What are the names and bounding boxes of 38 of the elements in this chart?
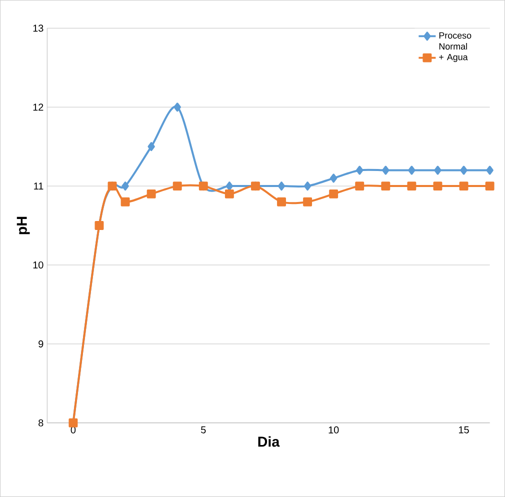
- point: [329, 189, 338, 198]
- legend-label: + Agua: [439, 54, 468, 62]
- point: [433, 182, 442, 191]
- y-tick-label: 12: [33, 104, 44, 111]
- y-tick-label: 13: [33, 24, 44, 32]
- point: [459, 182, 468, 191]
- point: [434, 166, 442, 175]
- point: [224, 189, 234, 198]
- point: [174, 102, 181, 112]
- point: [172, 182, 182, 191]
- y-tick-label: 10: [33, 261, 44, 269]
- point: [486, 166, 494, 175]
- y-tick-label: 9: [38, 340, 44, 348]
- point: [382, 166, 390, 175]
- point: [120, 197, 130, 206]
- point: [355, 182, 364, 191]
- point: [148, 142, 155, 152]
- x-tick-label: 15: [459, 426, 469, 434]
- y-axis-title: pH: [16, 216, 30, 234]
- point: [356, 166, 364, 175]
- point: [485, 182, 494, 191]
- y-tick-label: 8: [38, 419, 44, 426]
- point: [407, 182, 416, 191]
- point: [122, 182, 129, 191]
- legend-label: Proceso Normal: [439, 32, 472, 50]
- point: [278, 182, 286, 191]
- x-tick-label: 5: [201, 426, 206, 434]
- point: [408, 166, 416, 175]
- point: [146, 189, 156, 198]
- x-tick-label: 10: [328, 426, 339, 434]
- point: [303, 197, 312, 206]
- point: [304, 182, 312, 191]
- point: [460, 166, 468, 175]
- point: [330, 174, 338, 183]
- x-axis-title: Dia: [258, 436, 280, 447]
- point: [381, 182, 390, 191]
- y-tick-label: 11: [34, 182, 44, 190]
- point: [277, 197, 286, 206]
